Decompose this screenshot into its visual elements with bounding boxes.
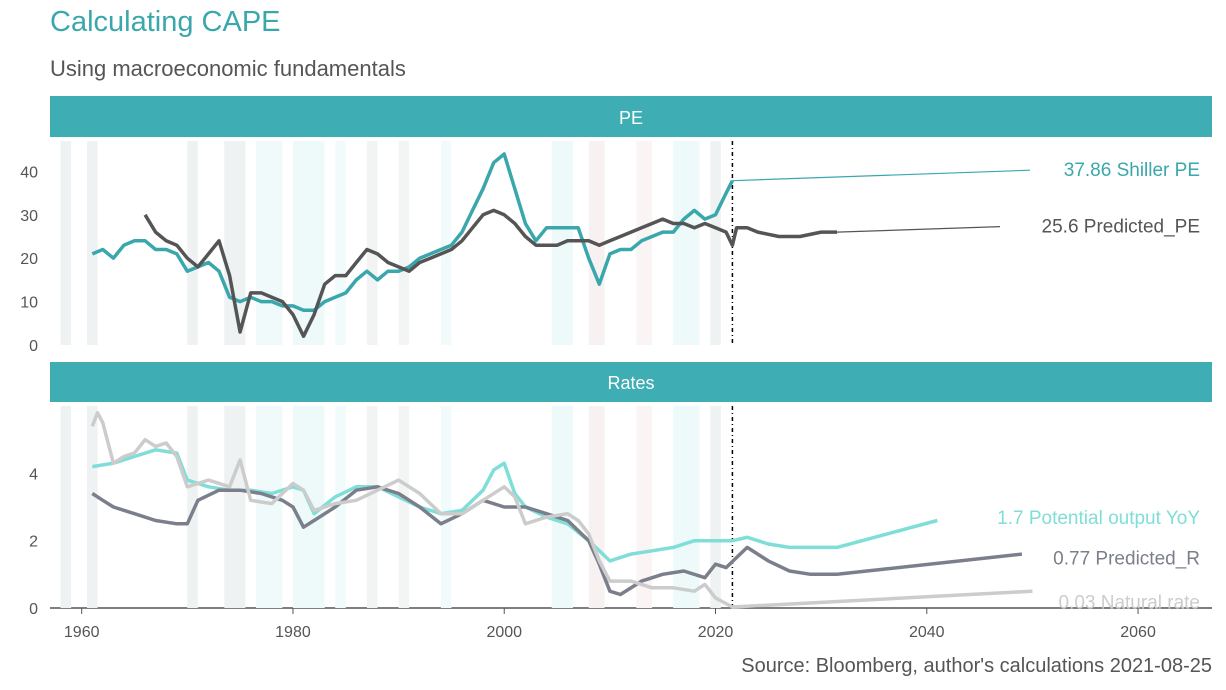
- x-tick-label: 1960: [64, 624, 100, 641]
- x-axis: 1960 1980 2000 2020 2040 2060: [64, 608, 1156, 641]
- background-band: [398, 406, 410, 608]
- pe-strip: [50, 96, 1212, 137]
- background-band: [86, 406, 98, 608]
- x-tick-label: 2060: [1120, 624, 1156, 641]
- label-leader-line: [732, 169, 1031, 182]
- y-tick-label: 2: [29, 534, 38, 551]
- background-band: [440, 406, 452, 608]
- background-band: [187, 141, 198, 345]
- background-band: [86, 141, 98, 345]
- background-band: [636, 406, 653, 608]
- y-tick-label: 0: [29, 338, 38, 355]
- background-band: [366, 406, 378, 608]
- background-band: [710, 141, 721, 345]
- background-band: [335, 406, 346, 608]
- background-band: [673, 141, 700, 345]
- series-label: 1.7 Potential output YoY: [997, 508, 1200, 529]
- background-band: [60, 406, 72, 608]
- background-band: [224, 141, 246, 345]
- series-label: 25.6 Predicted_PE: [1042, 217, 1200, 238]
- background-band: [440, 141, 452, 345]
- pe-series-labels: 37.86 Shiller PE 25.6 Predicted_PE: [732, 160, 1200, 238]
- chart-title: Calculating CAPE: [50, 6, 281, 38]
- background-band: [551, 406, 573, 608]
- x-tick-label: 2020: [698, 624, 734, 641]
- background-band: [366, 141, 378, 345]
- background-band: [187, 406, 198, 608]
- x-tick-label: 2040: [909, 624, 945, 641]
- rates-background-bands: [60, 406, 721, 608]
- y-tick-label: 10: [20, 295, 38, 312]
- pe-strip-label: PE: [619, 108, 643, 128]
- background-band: [60, 141, 72, 345]
- series-label: 0.77 Predicted_R: [1053, 549, 1200, 570]
- series-line-natural-rate: [90, 410, 1033, 609]
- rates-panel: Rates 0 2 4 1.7 Potential output YoY 0.77 P…: [29, 362, 1212, 618]
- background-band: [588, 406, 605, 608]
- x-tick-label: 2000: [486, 624, 522, 641]
- y-tick-label: 30: [20, 208, 38, 225]
- rates-series-labels: 1.7 Potential output YoY 0.77 Predicted_R…: [997, 508, 1200, 613]
- rates-series-lines: [90, 410, 1033, 609]
- chart-subtitle: Using macroeconomic fundamentals: [50, 56, 406, 81]
- background-band: [636, 141, 653, 345]
- background-band: [224, 406, 246, 608]
- background-band: [710, 406, 721, 608]
- rates-strip-label: Rates: [607, 373, 654, 393]
- background-band: [255, 406, 283, 608]
- series-line-predicted-pe: [143, 208, 837, 339]
- y-tick-label: 20: [20, 251, 38, 268]
- background-band: [255, 141, 283, 345]
- y-tick-label: 0: [29, 601, 38, 618]
- background-band: [292, 141, 325, 345]
- y-tick-label: 40: [20, 164, 38, 181]
- pe-series-lines: [91, 152, 837, 339]
- background-band: [673, 406, 700, 608]
- series-label: 37.86 Shiller PE: [1064, 160, 1200, 181]
- pe-background-bands: [60, 141, 721, 345]
- rates-strip: [50, 362, 1212, 402]
- background-band: [398, 141, 410, 345]
- series-label: 0.03 Natural rate: [1058, 592, 1200, 613]
- y-tick-label: 4: [29, 466, 38, 483]
- pe-panel: PE 0 10 20 30 40 37.86 Shiller PE 25.6 Predic…: [20, 96, 1212, 355]
- label-leader-line: [836, 226, 1001, 233]
- background-band: [335, 141, 346, 345]
- source-note: Source: Bloomberg, author's calculations…: [741, 655, 1212, 677]
- x-tick-label: 1980: [275, 624, 311, 641]
